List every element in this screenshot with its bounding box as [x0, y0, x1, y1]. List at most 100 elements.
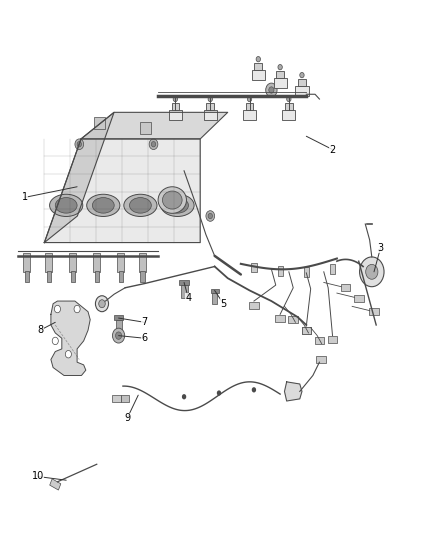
Circle shape: [360, 257, 384, 287]
Text: 7: 7: [141, 317, 148, 327]
Circle shape: [208, 213, 212, 219]
Ellipse shape: [49, 194, 83, 216]
Circle shape: [266, 83, 277, 97]
Bar: [141, 271, 145, 282]
FancyBboxPatch shape: [246, 103, 254, 110]
Bar: [328, 336, 337, 343]
Circle shape: [300, 72, 304, 78]
FancyBboxPatch shape: [204, 110, 217, 120]
Bar: [121, 395, 129, 401]
Ellipse shape: [130, 198, 151, 213]
FancyBboxPatch shape: [94, 117, 105, 129]
Bar: [369, 308, 379, 315]
Bar: [301, 327, 311, 334]
Bar: [71, 271, 75, 282]
Bar: [46, 271, 51, 282]
Text: 1: 1: [21, 192, 28, 203]
Text: 9: 9: [124, 413, 131, 423]
Circle shape: [173, 96, 177, 102]
Circle shape: [52, 337, 58, 345]
FancyBboxPatch shape: [254, 63, 262, 70]
Bar: [95, 271, 99, 282]
Circle shape: [116, 332, 122, 340]
Bar: [179, 280, 189, 285]
FancyBboxPatch shape: [172, 103, 179, 110]
Bar: [301, 327, 311, 334]
FancyBboxPatch shape: [283, 110, 295, 120]
FancyBboxPatch shape: [206, 103, 214, 110]
Ellipse shape: [161, 194, 194, 216]
Circle shape: [74, 305, 80, 313]
Bar: [117, 253, 124, 272]
Circle shape: [99, 300, 105, 308]
Ellipse shape: [158, 187, 187, 213]
Bar: [278, 266, 283, 276]
Ellipse shape: [124, 194, 157, 216]
Text: 6: 6: [142, 333, 148, 343]
Bar: [45, 253, 52, 272]
Bar: [116, 320, 122, 332]
Circle shape: [149, 139, 158, 150]
Circle shape: [208, 96, 212, 102]
Text: 5: 5: [220, 298, 226, 309]
Bar: [139, 253, 146, 272]
FancyBboxPatch shape: [285, 103, 293, 110]
Bar: [69, 253, 76, 272]
Bar: [314, 337, 324, 344]
FancyBboxPatch shape: [252, 70, 265, 80]
Circle shape: [206, 211, 215, 221]
Bar: [316, 356, 325, 363]
Bar: [288, 316, 298, 323]
Polygon shape: [51, 301, 90, 375]
FancyBboxPatch shape: [243, 110, 256, 120]
Polygon shape: [81, 112, 228, 139]
Text: 3: 3: [378, 243, 384, 253]
Ellipse shape: [55, 198, 77, 213]
FancyBboxPatch shape: [276, 71, 284, 78]
Circle shape: [256, 56, 261, 62]
Circle shape: [278, 64, 283, 70]
Circle shape: [247, 96, 252, 102]
FancyBboxPatch shape: [298, 79, 306, 86]
Bar: [114, 315, 123, 320]
Bar: [50, 479, 61, 490]
Bar: [211, 289, 219, 293]
Bar: [276, 315, 285, 322]
Ellipse shape: [92, 198, 114, 213]
Text: 8: 8: [37, 325, 43, 335]
FancyBboxPatch shape: [169, 110, 182, 120]
Bar: [249, 302, 259, 309]
Ellipse shape: [162, 191, 182, 209]
Bar: [93, 253, 100, 272]
Circle shape: [151, 142, 155, 147]
Circle shape: [54, 305, 60, 313]
FancyBboxPatch shape: [295, 86, 308, 96]
Bar: [112, 395, 121, 402]
Polygon shape: [44, 139, 200, 243]
Bar: [304, 267, 309, 277]
Circle shape: [217, 390, 221, 395]
Circle shape: [75, 139, 84, 150]
Bar: [23, 253, 30, 272]
FancyBboxPatch shape: [140, 123, 151, 134]
Circle shape: [366, 264, 378, 279]
Ellipse shape: [87, 194, 120, 216]
Bar: [119, 271, 123, 282]
Circle shape: [113, 328, 125, 343]
Circle shape: [252, 387, 256, 392]
Circle shape: [269, 87, 274, 93]
Bar: [341, 284, 350, 291]
Polygon shape: [44, 112, 114, 243]
Text: 2: 2: [329, 144, 336, 155]
Circle shape: [65, 351, 71, 358]
FancyBboxPatch shape: [274, 78, 287, 88]
Bar: [25, 271, 29, 282]
Circle shape: [182, 394, 186, 399]
Circle shape: [287, 96, 291, 102]
Text: 4: 4: [185, 293, 191, 303]
Bar: [212, 293, 217, 304]
Bar: [251, 263, 257, 272]
Ellipse shape: [166, 198, 188, 213]
Text: 10: 10: [32, 472, 44, 481]
Circle shape: [77, 142, 81, 147]
